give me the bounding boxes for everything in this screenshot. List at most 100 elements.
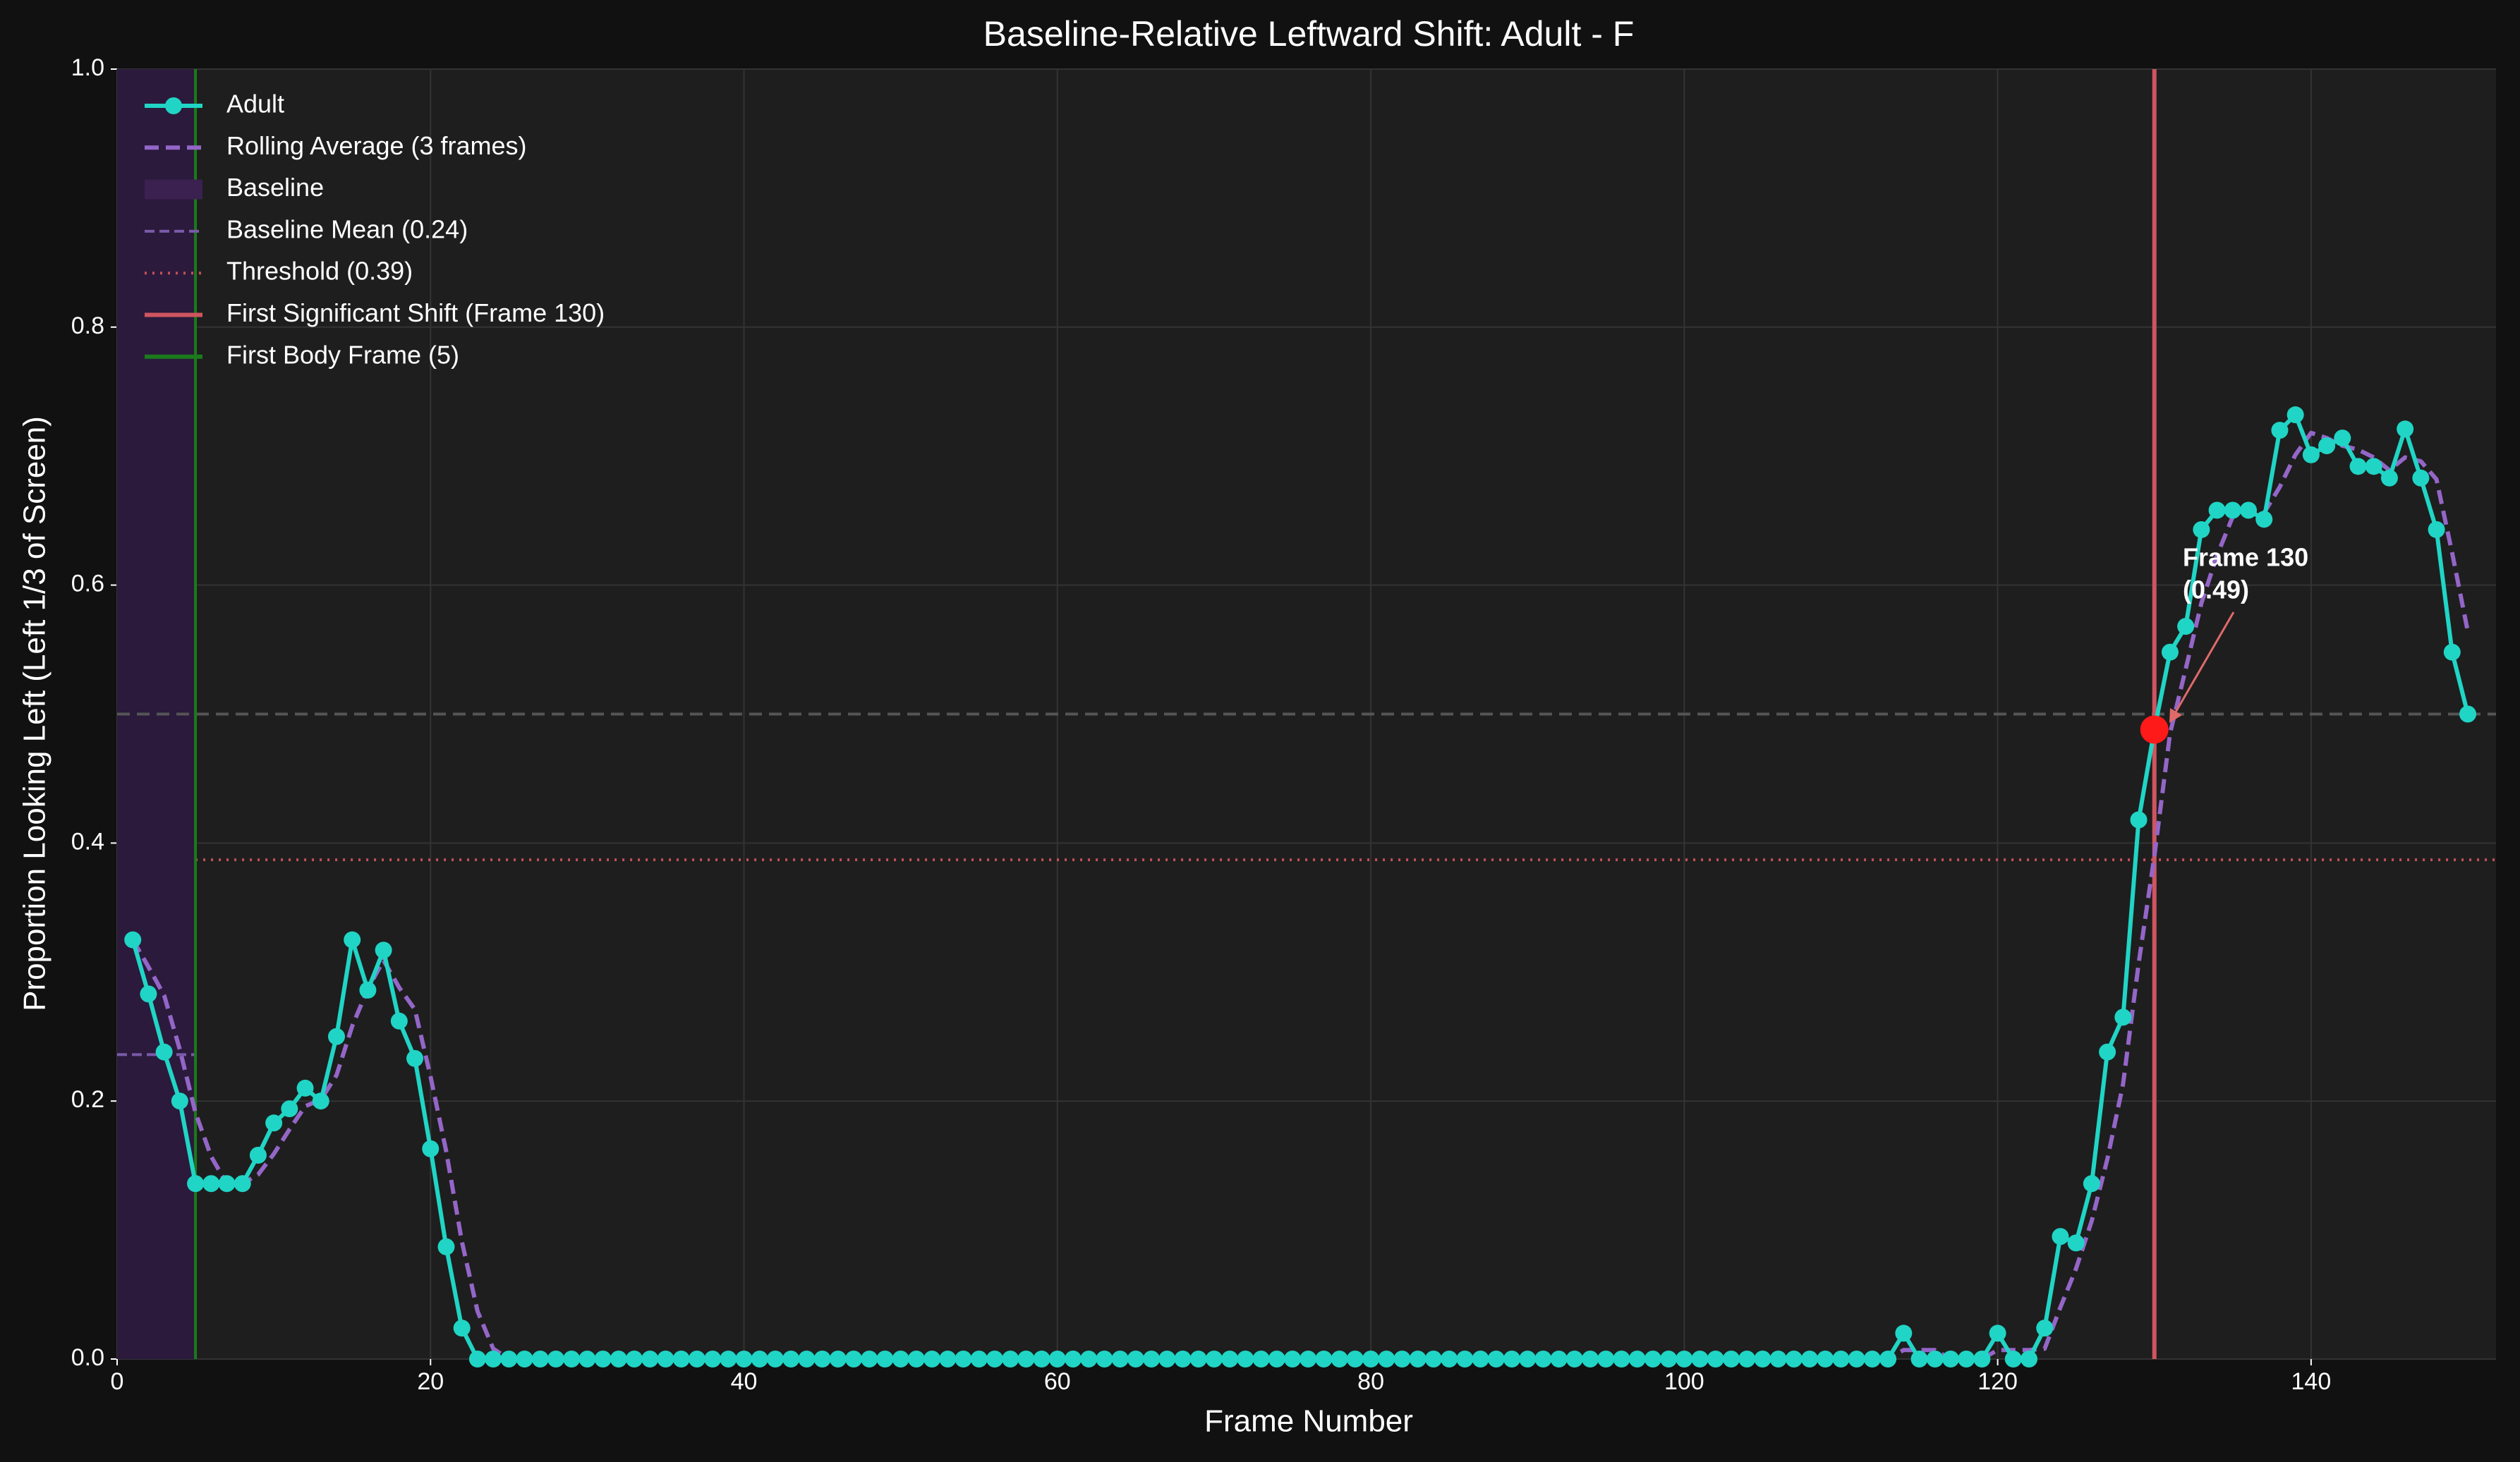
point [1707, 1351, 1724, 1367]
point [1942, 1351, 1959, 1367]
point [1378, 1351, 1395, 1367]
point [2365, 458, 2382, 475]
point [1017, 1351, 1035, 1367]
point [1346, 1351, 1364, 1367]
point [1205, 1351, 1223, 1367]
point [2380, 469, 2398, 487]
point [2083, 1175, 2100, 1193]
x-axis-label: Frame Number [1204, 1404, 1413, 1439]
point [1769, 1351, 1787, 1367]
point [970, 1351, 988, 1367]
chart-title: Baseline-Relative Leftward Shift: Adult … [983, 14, 1635, 54]
y-tick-label: 1.0 [71, 54, 104, 81]
point [390, 1012, 408, 1030]
point [218, 1175, 236, 1193]
point [1989, 1324, 2006, 1342]
point [1863, 1351, 1881, 1367]
point [1033, 1351, 1050, 1367]
legend-swatch [145, 179, 202, 200]
point [2240, 501, 2258, 519]
point [798, 1351, 816, 1367]
point [1331, 1351, 1348, 1367]
y-tick-label: 0.0 [71, 1344, 104, 1371]
point [187, 1175, 205, 1193]
point [1550, 1351, 1568, 1367]
point [453, 1320, 471, 1337]
point [1268, 1351, 1285, 1367]
point [516, 1351, 533, 1367]
point [1613, 1351, 1630, 1367]
point [704, 1351, 722, 1367]
point [140, 985, 157, 1003]
point [1832, 1351, 1850, 1367]
y-tick-label: 0.4 [71, 828, 104, 855]
point [1503, 1351, 1520, 1367]
point [923, 1351, 941, 1367]
point [2224, 501, 2241, 519]
point [1252, 1351, 1270, 1367]
point [2052, 1228, 2069, 1245]
point [907, 1351, 925, 1367]
point [563, 1351, 581, 1367]
annotation: Frame 130 [2183, 543, 2308, 572]
point [782, 1351, 800, 1367]
point [1785, 1351, 1803, 1367]
point [1738, 1351, 1756, 1367]
point [1879, 1351, 1897, 1367]
point [1472, 1351, 1489, 1367]
point [155, 1043, 173, 1061]
point [720, 1351, 737, 1367]
point [610, 1351, 627, 1367]
point [1456, 1351, 1474, 1367]
point [1111, 1351, 1129, 1367]
point [2004, 1351, 2022, 1367]
point [234, 1175, 251, 1193]
legend: Adult Rolling Average (3 frames) Baseline B… [145, 90, 605, 369]
x-tick-label: 80 [1357, 1368, 1384, 1395]
point [1597, 1351, 1615, 1367]
point [578, 1351, 596, 1367]
point [672, 1351, 690, 1367]
point [876, 1351, 894, 1367]
point [892, 1351, 909, 1367]
point [1441, 1351, 1458, 1367]
point [594, 1351, 612, 1367]
y-axis-label: Proportion Looking Left (Left 1/3 of Scr… [18, 416, 52, 1011]
point [375, 942, 392, 959]
point [2318, 437, 2336, 455]
point [1848, 1351, 1865, 1367]
legend-label: First Significant Shift (Frame 130) [226, 298, 605, 327]
point [1691, 1351, 1709, 1367]
point [437, 1238, 455, 1255]
point [2021, 1351, 2038, 1367]
point [939, 1351, 957, 1367]
point [986, 1351, 1003, 1367]
point [2286, 406, 2304, 424]
point [1519, 1351, 1537, 1367]
x-tick-label: 100 [1664, 1368, 1704, 1395]
legend-label: Rolling Average (3 frames) [226, 131, 527, 160]
point [641, 1351, 659, 1367]
point [1174, 1351, 1192, 1367]
y-tick-label: 0.6 [71, 571, 104, 597]
x-tick-label: 120 [1977, 1368, 2018, 1395]
point [2302, 446, 2320, 463]
point [485, 1351, 502, 1367]
point [2428, 520, 2445, 538]
point [2114, 1009, 2132, 1026]
point [845, 1351, 863, 1367]
point [2177, 618, 2195, 635]
point [2255, 511, 2273, 528]
legend-label: Threshold (0.39) [226, 257, 413, 286]
point [2397, 420, 2414, 438]
point [1754, 1351, 1771, 1367]
y-tick-label: 0.8 [71, 312, 104, 339]
point [1565, 1351, 1583, 1367]
x-tick-label: 60 [1044, 1368, 1071, 1395]
point [1487, 1351, 1505, 1367]
point [281, 1100, 298, 1118]
point [1958, 1351, 1975, 1367]
point [1284, 1351, 1302, 1367]
point [2036, 1320, 2054, 1337]
